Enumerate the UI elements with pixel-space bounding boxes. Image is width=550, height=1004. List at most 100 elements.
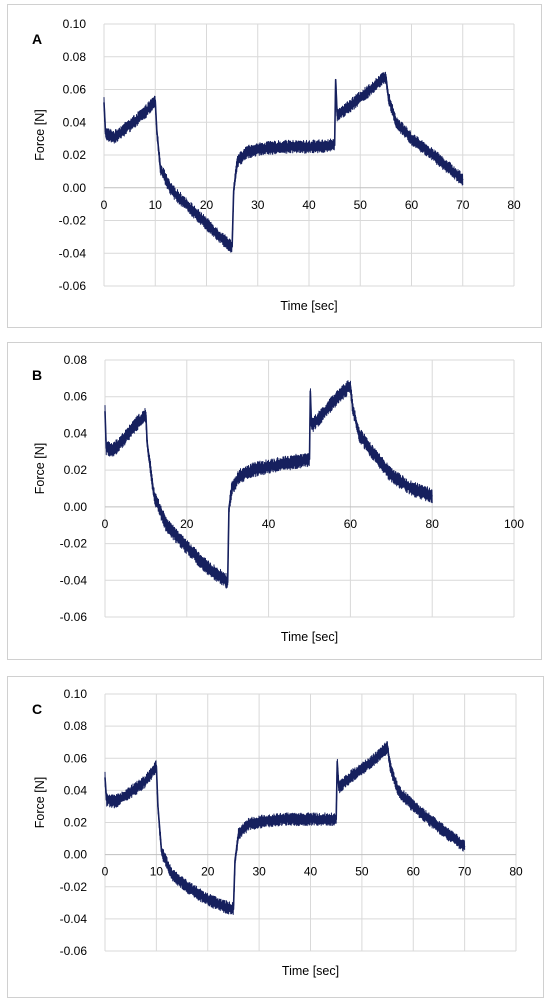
- data-point: [385, 75, 387, 77]
- x-tick-label: 50: [355, 865, 369, 879]
- data-point: [104, 133, 107, 135]
- data-point: [186, 886, 188, 888]
- panel-label: A: [32, 31, 42, 47]
- y-tick-label: 0.10: [64, 687, 88, 701]
- data-point: [113, 136, 115, 138]
- data-point: [411, 487, 413, 490]
- chart-b-svg: -0.06 -0.04 -0.02 0.00 0.02 0.04 0.06 0.08 0 20 40…: [32, 353, 524, 644]
- x-tick-label: 10: [149, 198, 163, 212]
- data-point: [284, 818, 286, 820]
- y-axis-title: Force [N]: [33, 109, 47, 160]
- data-point: [105, 447, 107, 449]
- x-tick-label: 20: [200, 198, 214, 212]
- data-point: [207, 899, 209, 901]
- series-line: [103, 75, 464, 248]
- data-point: [387, 97, 390, 99]
- data-point: [309, 818, 312, 820]
- y-tick-label: 0.00: [63, 181, 87, 195]
- x-tick-label: 20: [201, 865, 215, 879]
- data-point: [288, 462, 290, 464]
- data-point: [336, 760, 338, 763]
- x-tick-label: 30: [252, 865, 266, 879]
- y-tick-label: 0.06: [64, 390, 88, 404]
- data-point: [154, 100, 156, 102]
- data-point: [239, 475, 241, 477]
- data-point: [389, 765, 391, 767]
- y-tick-label: -0.02: [60, 537, 88, 551]
- data-point: [371, 760, 373, 763]
- y-tick-label: -0.06: [60, 610, 88, 624]
- x-tick-label: 20: [180, 517, 194, 531]
- data-point: [114, 801, 116, 803]
- data-point: [156, 129, 158, 132]
- chart-panel-a: -0.06 -0.04 -0.02 0.00 0.02 0.04 0.06 0.08 0.10 0…: [7, 4, 542, 328]
- data-point: [397, 789, 399, 791]
- y-tick-label: 0.08: [63, 50, 87, 64]
- data-point: [436, 157, 438, 159]
- data-point: [105, 799, 108, 801]
- y-tick-label: 0.08: [64, 719, 88, 733]
- data-point: [349, 385, 351, 387]
- data-point: [338, 786, 340, 788]
- x-tick-label: 0: [101, 198, 108, 212]
- data-point: [157, 805, 159, 808]
- data-point: [225, 579, 227, 581]
- data-point: [228, 508, 230, 510]
- data-point: [231, 246, 233, 248]
- data-point: [431, 495, 433, 497]
- data-point: [103, 102, 105, 104]
- y-tick-label: 0.06: [63, 83, 87, 97]
- chart-panel-c: -0.06 -0.04 -0.02 0.00 0.02 0.04 0.06 0.08 0.10 0…: [7, 676, 544, 998]
- x-tick-label: 60: [405, 198, 419, 212]
- y-tick-label: -0.04: [60, 912, 88, 926]
- data-point: [160, 850, 163, 853]
- data-point: [337, 396, 339, 398]
- data-point: [282, 146, 284, 148]
- data-point: [112, 449, 114, 451]
- data-point: [155, 765, 157, 767]
- data-point: [251, 469, 253, 471]
- data-point: [248, 823, 250, 825]
- data-point: [222, 905, 224, 907]
- series-line: [104, 746, 466, 911]
- panel-label: B: [32, 367, 42, 383]
- series-noise-band: [103, 71, 464, 253]
- data-point: [246, 151, 249, 153]
- x-tick-label: 0: [102, 865, 109, 879]
- data-point: [369, 88, 372, 91]
- x-tick-label: 10: [150, 865, 164, 879]
- x-tick-label: 30: [251, 198, 265, 212]
- data-point: [221, 237, 223, 240]
- x-tick-label: 100: [504, 517, 524, 531]
- y-tick-label: 0.02: [63, 148, 87, 162]
- x-axis-title: Time [sec]: [282, 964, 339, 978]
- y-axis-title: Force [N]: [33, 777, 47, 828]
- data-point: [186, 546, 188, 548]
- data-point: [386, 746, 389, 748]
- data-point: [232, 908, 235, 910]
- x-tick-label: 40: [262, 517, 276, 531]
- data-point: [263, 820, 265, 822]
- x-tick-label: 70: [456, 198, 470, 212]
- data-point: [227, 581, 229, 583]
- y-tick-label: 0.02: [64, 463, 88, 477]
- data-point: [390, 475, 392, 477]
- data-point: [124, 436, 127, 438]
- x-tick-label: 50: [354, 198, 368, 212]
- x-axis-title: Time [sec]: [280, 299, 337, 313]
- data-point: [171, 873, 173, 875]
- chart-c-svg: -0.06 -0.04 -0.02 0.00 0.02 0.04 0.06 0.08 0.10 0…: [32, 687, 523, 978]
- x-axis-title: Time [sec]: [281, 630, 338, 644]
- data-point: [351, 775, 353, 777]
- data-point: [104, 410, 106, 412]
- data-point: [145, 780, 147, 782]
- data-point: [262, 147, 264, 150]
- chart-a-svg: -0.06 -0.04 -0.02 0.00 0.02 0.04 0.06 0.08 0.10 0…: [32, 17, 521, 313]
- data-point: [144, 111, 146, 114]
- x-tick-label: 60: [344, 517, 358, 531]
- y-tick-label: 0.04: [63, 115, 87, 129]
- data-point: [170, 188, 172, 190]
- y-tick-label: 0.02: [64, 816, 88, 830]
- y-tick-label: -0.02: [59, 214, 87, 228]
- data-point: [308, 458, 311, 460]
